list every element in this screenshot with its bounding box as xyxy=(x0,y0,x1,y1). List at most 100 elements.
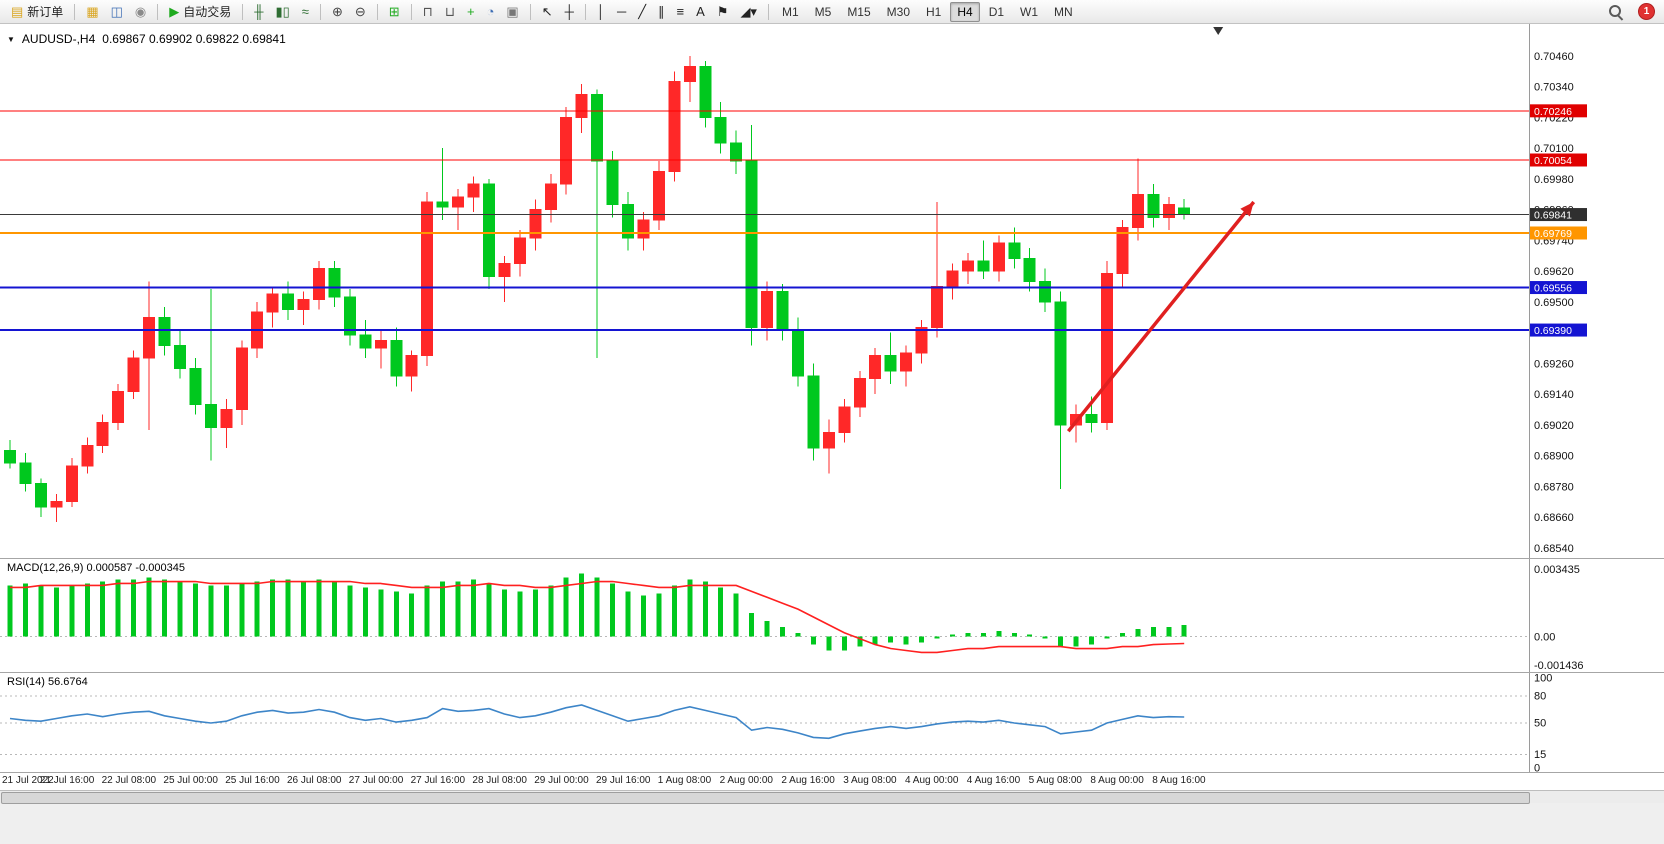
candlestick-chart-icon: ▮▯ xyxy=(275,4,290,19)
chart-title: ▼ AUDUSD-,H4 0.69867 0.69902 0.69822 0.6… xyxy=(7,32,286,46)
tile-windows-button[interactable]: ⊞ xyxy=(384,2,405,22)
arrange-down-icon: ⊔ xyxy=(444,4,455,19)
candle-body xyxy=(699,65,712,118)
new-order-button[interactable]: ▤ 新订单 xyxy=(6,2,68,22)
candle-body xyxy=(467,183,480,198)
macd-bar xyxy=(378,589,384,637)
macd-bar xyxy=(22,583,28,637)
svg-text:0.69841: 0.69841 xyxy=(1534,210,1572,222)
timeframe-h4-button[interactable]: H4 xyxy=(950,1,980,22)
trendline-button[interactable]: ╱ xyxy=(633,2,651,22)
toolbar-separator xyxy=(74,3,76,20)
new-order-button-label: 新订单 xyxy=(27,5,64,19)
rsi-indicator-panel[interactable]: 100 80 50 15 0 xyxy=(0,672,1664,772)
main-price-chart[interactable]: 0.704600.703400.702200.701000.699800.698… xyxy=(0,24,1664,558)
svg-text:50: 50 xyxy=(1534,718,1546,730)
timeframe-m1-button[interactable]: M1 xyxy=(775,2,806,22)
vertical-line-button[interactable]: │ xyxy=(592,2,610,22)
candle-body xyxy=(390,339,403,377)
candle-body xyxy=(96,421,109,446)
trend-arrow[interactable] xyxy=(1066,200,1256,433)
timeframe-d1-button[interactable]: D1 xyxy=(982,2,1011,22)
macd-bar xyxy=(671,585,677,637)
macd-bar xyxy=(424,585,430,637)
horizontal-line-button[interactable]: ─ xyxy=(612,2,631,22)
macd-bar xyxy=(440,581,446,637)
timeframe-m15-button[interactable]: M15 xyxy=(840,2,877,22)
timeframe-h1-button[interactable]: H1 xyxy=(919,2,948,22)
line-chart-button[interactable]: ≈ xyxy=(297,2,314,22)
panel-divider[interactable] xyxy=(0,672,1664,673)
navigator-button[interactable]: ◉ xyxy=(130,2,151,22)
toolbar-separator xyxy=(157,3,159,20)
candle-body xyxy=(560,116,573,185)
candle-body xyxy=(992,242,1005,272)
candle-body xyxy=(173,344,186,369)
macd-bar xyxy=(733,593,739,637)
candle-body xyxy=(1085,414,1098,423)
macd-bar xyxy=(841,636,847,651)
template-button[interactable]: ▣ xyxy=(501,2,523,22)
label-button[interactable]: ⚑ xyxy=(712,2,734,22)
timeframe-mn-button[interactable]: MN xyxy=(1047,2,1080,22)
channel-button[interactable]: ∥ xyxy=(653,2,670,22)
arrange-down-button[interactable]: ⊔ xyxy=(440,2,460,22)
timeframe-m30-button[interactable]: M30 xyxy=(880,2,917,22)
macd-bar xyxy=(579,573,585,637)
candle-body xyxy=(1162,204,1175,218)
candle-body xyxy=(745,160,758,328)
fibonacci-button[interactable]: ≡ xyxy=(672,2,690,22)
timeframe-d1-button-label: D1 xyxy=(988,4,1005,19)
arrange-up-button[interactable]: ⊓ xyxy=(418,2,438,22)
svg-text:-0.001436: -0.001436 xyxy=(1534,660,1584,672)
zoom-out-button[interactable]: ⊖ xyxy=(350,2,371,22)
macd-bar xyxy=(810,636,816,645)
macd-bar xyxy=(965,632,971,637)
candlestick-chart-button[interactable]: ▮▯ xyxy=(270,2,294,22)
svg-text:0.70460: 0.70460 xyxy=(1534,51,1574,63)
add-indicator-button[interactable]: + xyxy=(462,2,480,22)
candle-body xyxy=(730,142,743,162)
bars-chart-button[interactable]: ╫ xyxy=(249,2,268,22)
horizontal-scrollbar[interactable] xyxy=(0,790,1664,804)
macd-bar xyxy=(1135,628,1141,637)
zoom-in-button[interactable]: ⊕ xyxy=(327,2,348,22)
timeframe-m5-button[interactable]: M5 xyxy=(808,2,839,22)
svg-text:0.70054: 0.70054 xyxy=(1534,155,1572,167)
rsi-line xyxy=(9,704,1185,740)
time-axis: 21 Jul 2022 21 Jul 16:00 22 Jul 08:00 25 Ju… xyxy=(0,773,1664,789)
text-icon: A xyxy=(696,4,705,19)
panel-divider[interactable] xyxy=(0,558,1664,559)
macd-bar xyxy=(192,583,198,637)
time-axis-label: 4 Aug 16:00 xyxy=(966,775,1021,786)
macd-bar xyxy=(934,636,940,639)
market-watch-button[interactable]: ◫ xyxy=(106,2,128,22)
macd-bar xyxy=(301,581,307,637)
macd-bar xyxy=(100,581,106,637)
horizontal-line-icon: ─ xyxy=(616,4,627,19)
svg-text:0.68660: 0.68660 xyxy=(1534,512,1574,524)
candles xyxy=(4,56,1191,523)
macd-bar xyxy=(1073,636,1079,647)
macd-indicator-panel[interactable]: 0.003435 0.00 -0.001436 xyxy=(0,558,1664,672)
timeframe-w1-button[interactable]: W1 xyxy=(1013,2,1045,22)
candle-body xyxy=(127,357,140,393)
time-axis-label: 2 Aug 00:00 xyxy=(719,775,773,786)
toolbar-separator xyxy=(767,3,769,20)
symbol-dropdown-icon[interactable]: ▼ xyxy=(7,34,15,44)
notification-badge[interactable]: 1 xyxy=(1638,3,1655,20)
auto-trading-button[interactable]: ▶ 自动交易 xyxy=(164,2,236,22)
shapes-button[interactable]: ◢▾ xyxy=(735,2,762,22)
search-button[interactable] xyxy=(1603,2,1628,22)
toolbar-separator xyxy=(319,3,321,20)
text-button[interactable]: A xyxy=(691,2,710,22)
cursor-button[interactable]: ↖ xyxy=(537,2,558,22)
shift-marker-icon[interactable] xyxy=(1213,27,1224,35)
candle-body xyxy=(931,286,943,328)
period-button[interactable]: ◔ xyxy=(482,2,500,22)
shapes-icon: ◢▾ xyxy=(740,4,757,19)
profiles-button[interactable]: ▦ xyxy=(81,2,103,22)
scrollbar-thumb[interactable] xyxy=(1,792,1530,804)
time-axis-label: 25 Jul 00:00 xyxy=(163,775,218,786)
crosshair-button[interactable]: ┼ xyxy=(560,2,579,22)
